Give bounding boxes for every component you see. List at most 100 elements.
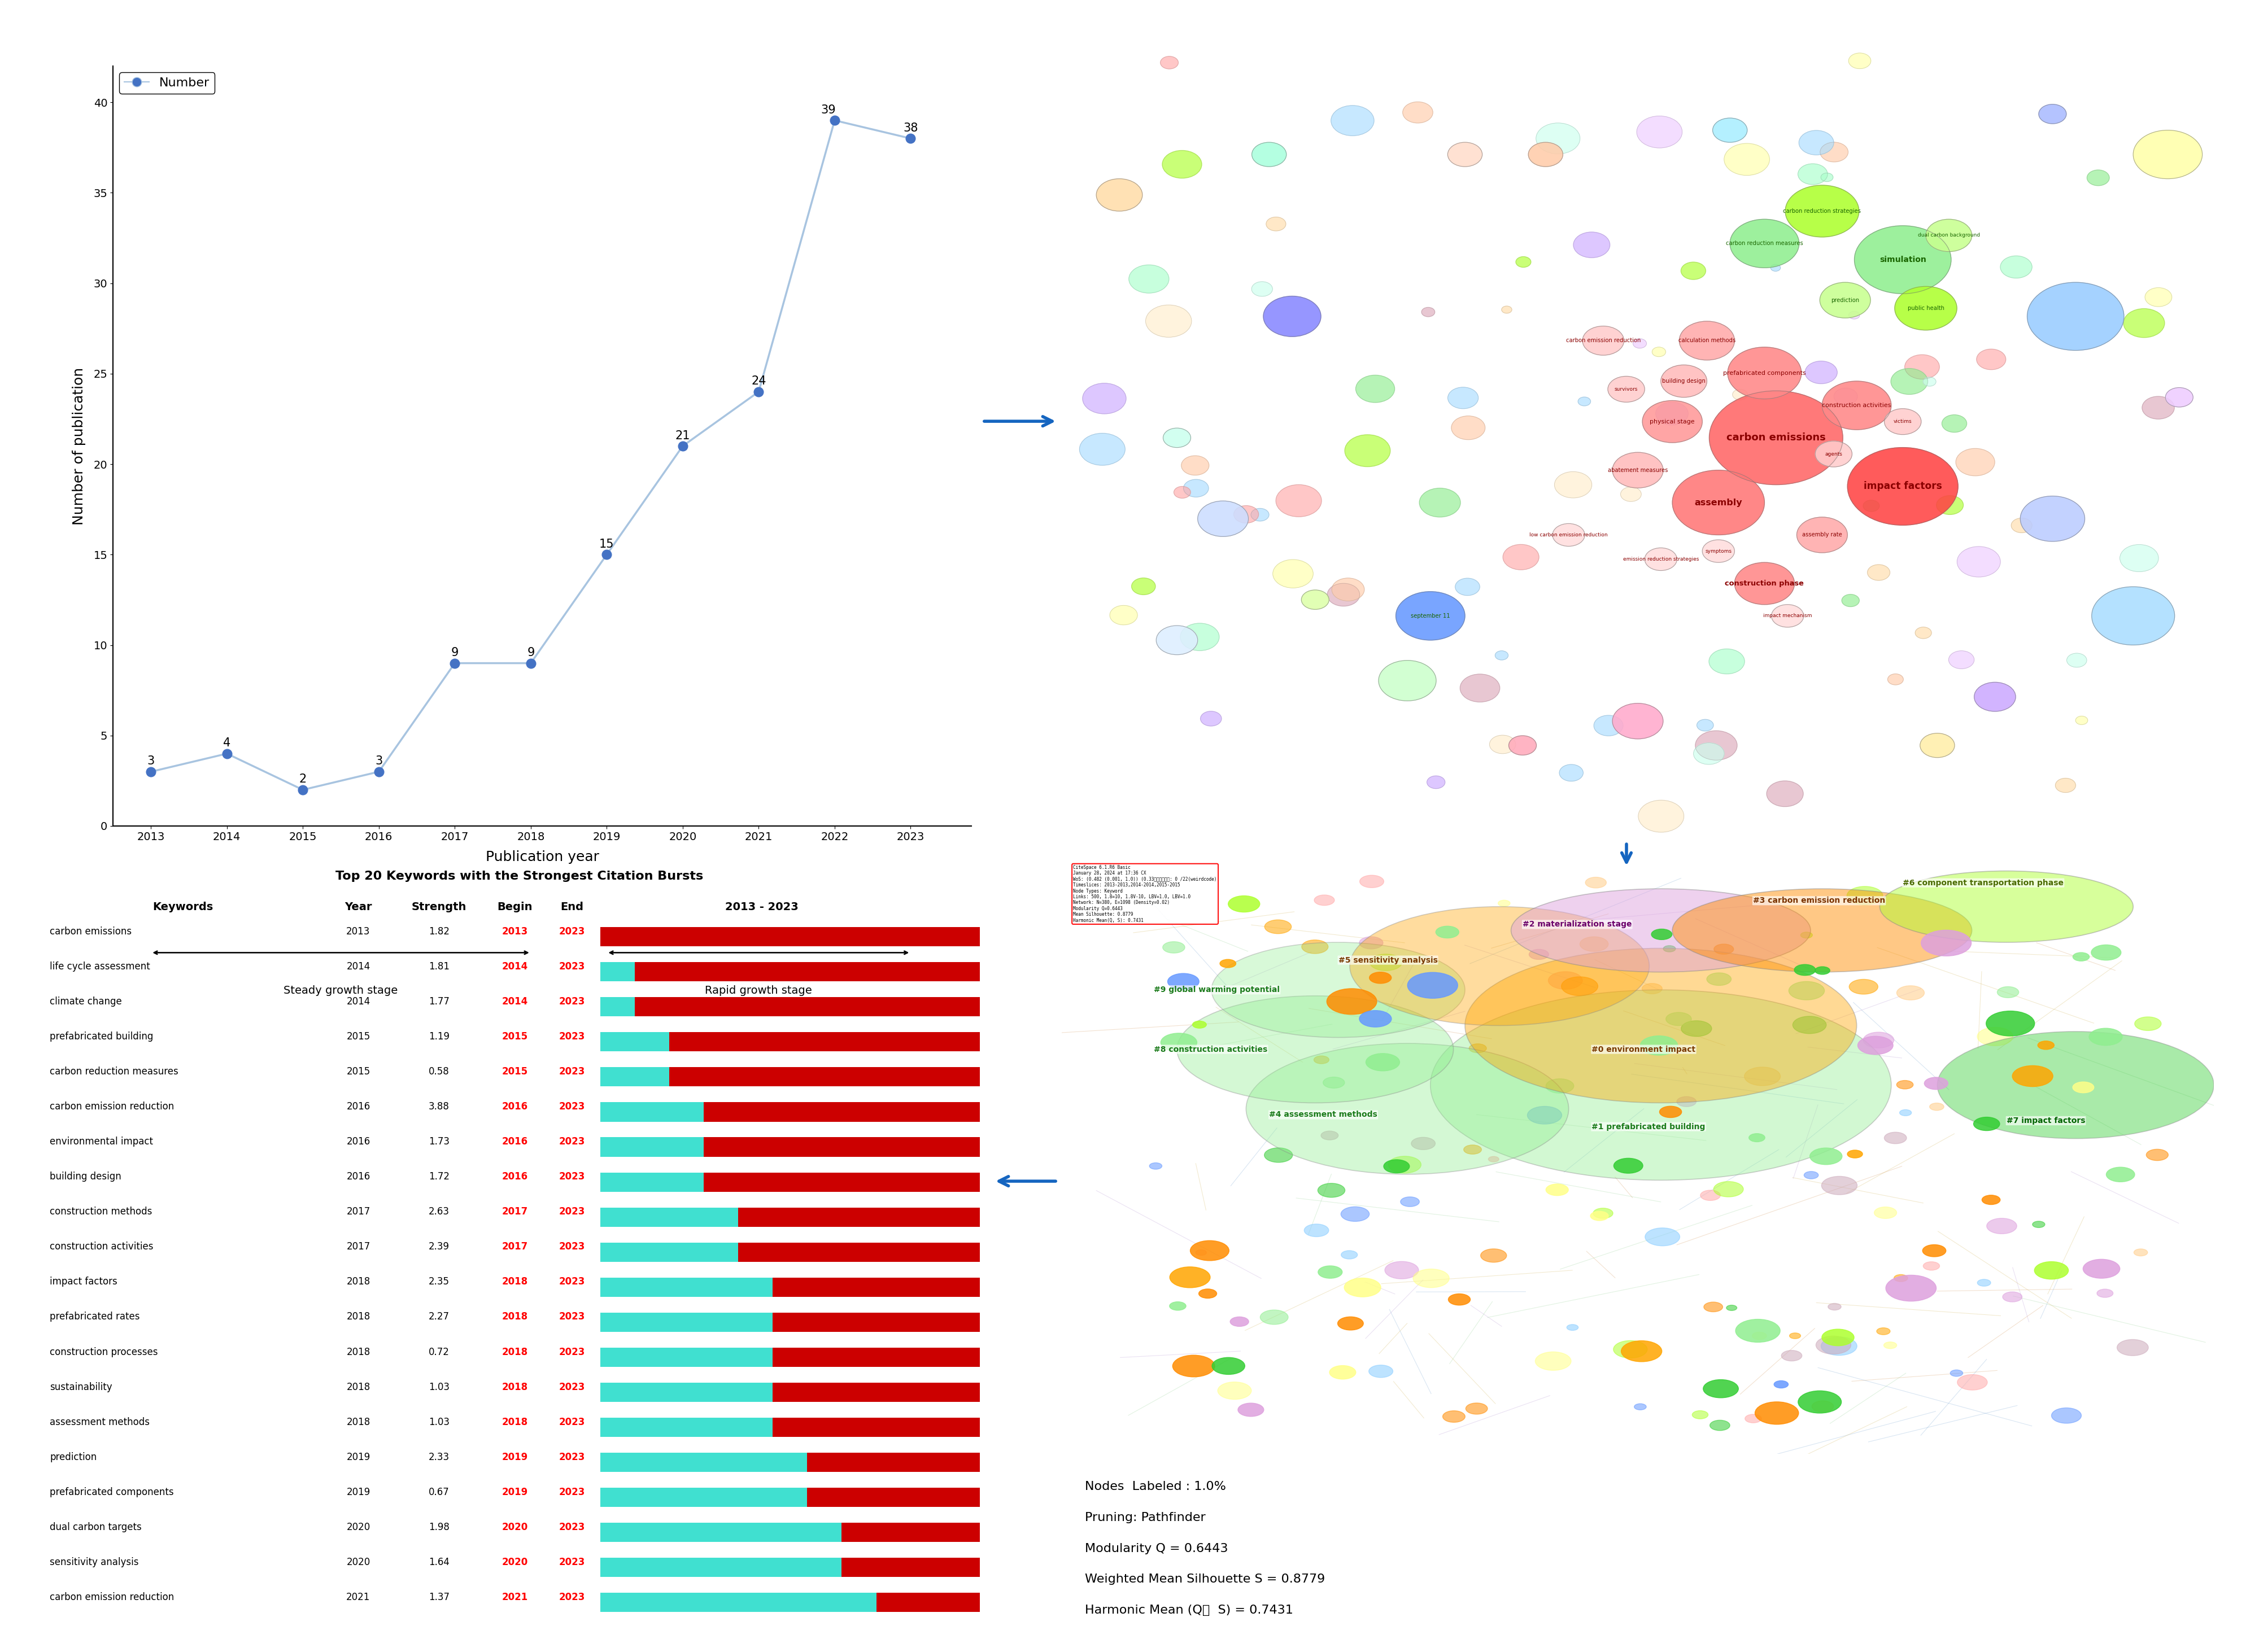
Text: 2023: 2023	[558, 1558, 585, 1568]
Circle shape	[1444, 1411, 1466, 1422]
Text: 2019: 2019	[346, 1487, 370, 1497]
Circle shape	[2092, 945, 2121, 960]
Text: 1.81: 1.81	[429, 961, 450, 971]
Circle shape	[1385, 1262, 1419, 1279]
Text: 1.64: 1.64	[429, 1558, 450, 1568]
X-axis label: Publication year: Publication year	[486, 851, 599, 864]
Text: 2019: 2019	[501, 1487, 529, 1497]
Text: 2.35: 2.35	[429, 1277, 450, 1287]
Circle shape	[1864, 1032, 1893, 1047]
Text: assessment methods: assessment methods	[50, 1417, 149, 1427]
Circle shape	[1172, 1355, 1215, 1376]
Text: 1.82: 1.82	[429, 927, 450, 937]
Circle shape	[1681, 1021, 1712, 1036]
Circle shape	[1848, 448, 1959, 525]
Text: september 11: september 11	[1410, 613, 1450, 620]
Circle shape	[1920, 930, 1972, 957]
Text: calculation methods: calculation methods	[1678, 337, 1735, 344]
Text: 2014: 2014	[346, 996, 370, 1006]
Circle shape	[1218, 1383, 1251, 1399]
Text: #6 component transportation phase: #6 component transportation phase	[1902, 879, 2065, 887]
Circle shape	[1848, 311, 1859, 319]
Circle shape	[1703, 540, 1735, 562]
Text: prefabricated components: prefabricated components	[1724, 370, 1805, 377]
Text: 2018: 2018	[346, 1277, 370, 1287]
Bar	[739, 1242, 980, 1262]
Text: prediction: prediction	[1832, 297, 1859, 302]
Text: 2020: 2020	[346, 1558, 370, 1568]
Text: dual carbon targets: dual carbon targets	[50, 1521, 142, 1531]
Circle shape	[1193, 1021, 1206, 1028]
Circle shape	[2087, 170, 2110, 185]
Circle shape	[1642, 400, 1703, 443]
Circle shape	[1552, 524, 1586, 547]
Text: abatement measures: abatement measures	[1608, 468, 1667, 472]
Circle shape	[1529, 950, 1550, 960]
Text: #9 global warming potential: #9 global warming potential	[1154, 986, 1281, 995]
Text: 21: 21	[675, 430, 691, 441]
Circle shape	[1437, 927, 1459, 938]
Circle shape	[1712, 117, 1746, 142]
Circle shape	[1190, 1241, 1229, 1260]
Circle shape	[2135, 1018, 2162, 1031]
Bar	[601, 1452, 806, 1472]
Circle shape	[1848, 53, 1870, 69]
Circle shape	[1572, 231, 1611, 258]
Circle shape	[1464, 1145, 1482, 1155]
Text: 39: 39	[820, 104, 836, 116]
Circle shape	[1337, 1317, 1364, 1330]
Text: sustainability: sustainability	[50, 1381, 113, 1393]
Bar	[601, 998, 635, 1016]
Text: 2020: 2020	[501, 1558, 529, 1568]
Text: prefabricated rates: prefabricated rates	[50, 1312, 140, 1322]
Circle shape	[2135, 1249, 2148, 1256]
Circle shape	[1884, 408, 1920, 434]
Bar	[806, 1488, 980, 1507]
Circle shape	[1735, 562, 1794, 605]
Circle shape	[1821, 1176, 1857, 1194]
Text: #2 materialization stage: #2 materialization stage	[1523, 920, 1631, 928]
Circle shape	[1748, 1133, 1764, 1142]
Bar	[601, 961, 635, 981]
Circle shape	[1170, 1302, 1186, 1310]
Circle shape	[1238, 1403, 1263, 1416]
Circle shape	[1220, 960, 1236, 968]
Circle shape	[1889, 674, 1904, 686]
Circle shape	[1369, 955, 1403, 971]
Circle shape	[1805, 362, 1837, 383]
Circle shape	[1613, 1158, 1642, 1173]
Circle shape	[1997, 986, 2020, 998]
Text: 2013: 2013	[501, 927, 529, 937]
Bar	[601, 1313, 773, 1332]
Circle shape	[2038, 104, 2067, 124]
Circle shape	[1956, 1374, 1988, 1389]
Circle shape	[1857, 1036, 1893, 1054]
Circle shape	[1771, 605, 1803, 628]
Circle shape	[1821, 1330, 1855, 1346]
Bar	[669, 1032, 980, 1052]
Text: 2014: 2014	[501, 961, 529, 971]
Circle shape	[1590, 1211, 1608, 1221]
Text: Steady growth stage: Steady growth stage	[285, 985, 398, 996]
Text: 2023: 2023	[558, 1277, 585, 1287]
Text: 2023: 2023	[558, 996, 585, 1006]
Text: 2023: 2023	[558, 1171, 585, 1181]
Text: Modularity Q = 0.6443: Modularity Q = 0.6443	[1084, 1543, 1229, 1555]
Circle shape	[1301, 940, 1328, 953]
Text: 2018: 2018	[501, 1277, 529, 1287]
Text: 1.03: 1.03	[429, 1381, 450, 1393]
Text: victims: victims	[1893, 420, 1911, 425]
Text: Weighted Mean Silhouette S = 0.8779: Weighted Mean Silhouette S = 0.8779	[1084, 1574, 1326, 1584]
Text: 2015: 2015	[346, 1067, 370, 1077]
Circle shape	[1640, 1036, 1678, 1056]
Text: climate change: climate change	[50, 996, 122, 1006]
Bar	[601, 1348, 773, 1366]
Circle shape	[1378, 661, 1437, 700]
Text: 1.37: 1.37	[429, 1593, 450, 1602]
Text: 2023: 2023	[558, 1242, 585, 1252]
Circle shape	[1317, 1265, 1342, 1279]
Circle shape	[1922, 1262, 1940, 1270]
Text: 2018: 2018	[346, 1346, 370, 1356]
Circle shape	[1109, 605, 1139, 624]
Text: 2015: 2015	[346, 1031, 370, 1042]
